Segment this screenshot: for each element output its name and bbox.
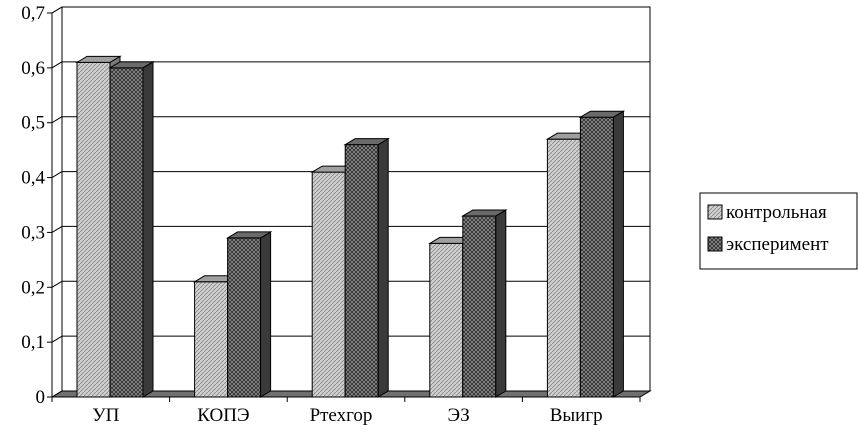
y-tick-diagonal: [51, 171, 63, 179]
y-tick-diagonal: [51, 61, 63, 69]
y-tick-diagonal: [51, 6, 63, 14]
legend-label: эксперимент: [726, 234, 829, 255]
y-tick-label: 0,3: [21, 222, 45, 243]
bar-experiment: [225, 231, 273, 398]
y-tick-label: 0,5: [21, 113, 45, 134]
bar-experiment: [108, 60, 155, 398]
x-tick-label: ЭЗ: [447, 405, 469, 426]
y-tick-diagonal: [51, 390, 63, 398]
bar-experiment: [460, 209, 508, 398]
legend-label: контрольная: [726, 202, 827, 223]
y-tick-diagonal: [51, 116, 63, 124]
y-tick-diagonal: [51, 335, 63, 343]
legend-swatch: [707, 236, 723, 252]
y-tick-diagonal: [51, 280, 63, 288]
y-tick-label: 0,4: [21, 168, 45, 189]
y-tick-label: 0,6: [21, 58, 45, 79]
x-tick-label: Ртехгор: [310, 405, 373, 426]
bar-experiment: [343, 137, 391, 398]
x-tick-label: КОПЭ: [197, 405, 249, 426]
y-tick-label: 0: [36, 387, 46, 408]
y-tick-label: 0,7: [21, 3, 45, 24]
y-tick-label: 0,2: [21, 277, 45, 298]
x-axis: УП КОПЭ Ртехгор ЭЗ Выигр: [51, 396, 641, 426]
bars: [75, 55, 626, 398]
legend-item: эксперимент: [707, 234, 829, 255]
legend: контрольная эксперимент: [699, 192, 858, 270]
legend-swatch: [707, 204, 723, 220]
legend-box: [699, 192, 858, 270]
y-tick-label: 0,1: [21, 332, 45, 353]
bar-experiment: [578, 110, 626, 398]
y-axis: 0 0,1 0,2 0,3 0,4 0,5 0,6 0,7: [21, 3, 63, 408]
x-tick-label: Выигр: [550, 405, 603, 426]
legend-item: контрольная: [707, 202, 827, 223]
x-tick-label: УП: [92, 405, 119, 426]
y-tick-diagonal: [51, 225, 63, 233]
